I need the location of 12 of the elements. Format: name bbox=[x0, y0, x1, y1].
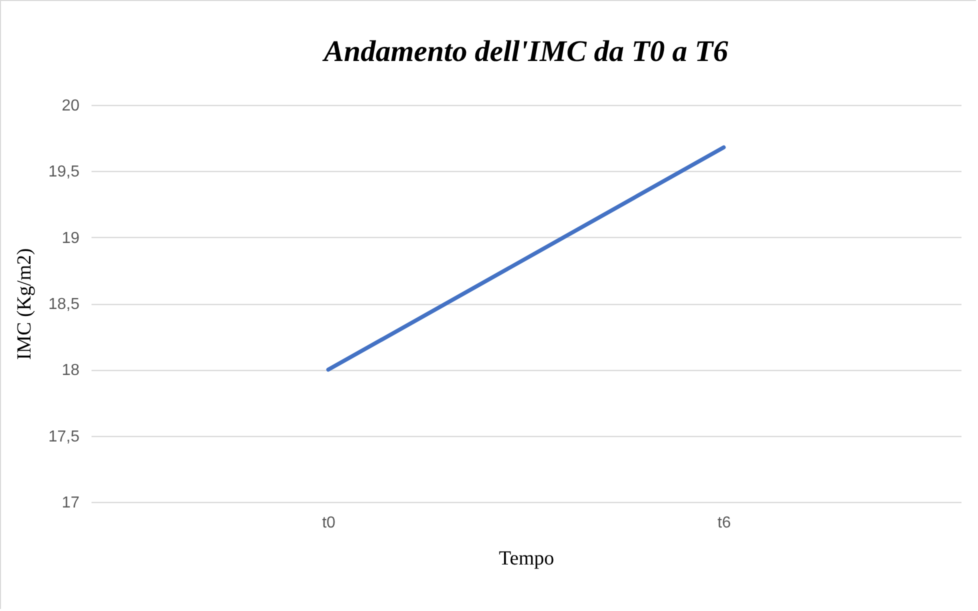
x-tick-label: t6 bbox=[718, 514, 731, 532]
y-tick-label: 17 bbox=[62, 494, 80, 512]
y-tick-label: 20 bbox=[62, 98, 80, 114]
y-tick-label: 17,5 bbox=[48, 428, 80, 446]
y-tick-label: 18 bbox=[62, 362, 80, 380]
x-tick-label: t0 bbox=[322, 514, 336, 532]
x-axis-title: Tempo bbox=[498, 548, 554, 570]
chart-title: Andamento dell'IMC da T0 a T6 bbox=[322, 35, 728, 68]
y-axis-title: IMC (Kg/m2) bbox=[13, 248, 36, 360]
y-tick-label: 18,5 bbox=[48, 296, 80, 313]
y-tick-label: 19,5 bbox=[48, 164, 80, 181]
y-tick-label: 19 bbox=[62, 230, 80, 247]
